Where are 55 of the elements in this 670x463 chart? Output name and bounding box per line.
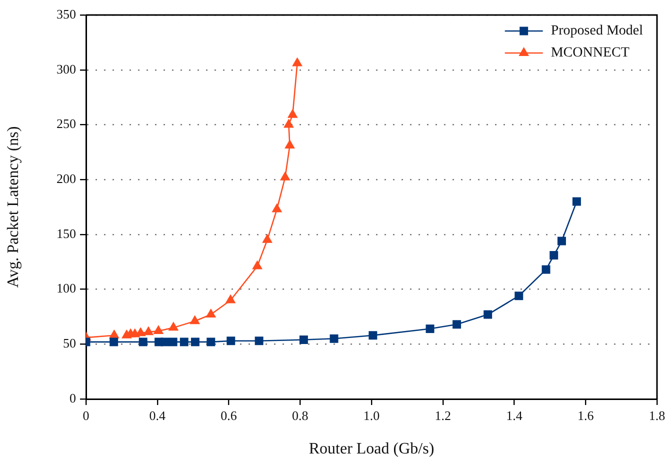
- y-tick-label: 100: [56, 280, 76, 296]
- point: [190, 338, 200, 346]
- point: [262, 234, 272, 243]
- point: [153, 324, 164, 334]
- x-axis-title: Router Load (Gb/s): [308, 440, 434, 458]
- x-tick-label: 0: [82, 408, 90, 424]
- point: [190, 315, 200, 324]
- y-tick-label: 200: [56, 170, 76, 186]
- point: [299, 336, 308, 344]
- y-tick-label: 0: [70, 390, 76, 406]
- x-tick-label: 1.0: [363, 408, 380, 424]
- point: [284, 140, 295, 149]
- x-tick-label: 0.6: [220, 408, 238, 424]
- point: [160, 338, 170, 346]
- point: [557, 236, 566, 246]
- point: [206, 308, 216, 318]
- point: [284, 118, 294, 128]
- point: [168, 322, 179, 331]
- point: [330, 334, 338, 343]
- point: [572, 197, 581, 206]
- point: [484, 310, 492, 319]
- x-tick-label: 1.8: [648, 408, 666, 424]
- point: [368, 331, 378, 340]
- point: [287, 108, 298, 118]
- x-tick-label: 1.2: [434, 408, 451, 424]
- point: [110, 338, 118, 346]
- point: [168, 338, 178, 346]
- point: [550, 251, 558, 260]
- y-tick-label: 300: [56, 61, 76, 76]
- legend-label: Proposed Model: [550, 24, 644, 39]
- point: [542, 265, 550, 274]
- point: [426, 324, 434, 334]
- y-tick-label: 350: [56, 6, 76, 22]
- point: [280, 171, 290, 180]
- point: [252, 260, 262, 270]
- y-tick-label: 150: [56, 226, 76, 241]
- y-tick-label: 250: [56, 116, 76, 132]
- point: [225, 294, 236, 304]
- point: [254, 336, 264, 346]
- x-tick-label: 1.4: [506, 408, 523, 424]
- point: [272, 203, 282, 212]
- y-tick-label: 50: [63, 336, 76, 351]
- point: [138, 338, 148, 346]
- x-tick-label: 0.8: [292, 408, 308, 424]
- point: [452, 320, 462, 329]
- y-axis-title: Avg. Packet Latency (ns): [4, 126, 22, 288]
- point: [180, 338, 188, 346]
- point: [292, 57, 302, 66]
- point: [206, 338, 216, 346]
- legend-label: MCONNECT: [550, 46, 630, 61]
- point: [143, 326, 154, 336]
- point: [226, 336, 236, 346]
- x-tick-label: 1.6: [578, 408, 594, 424]
- point: [514, 292, 524, 300]
- x-tick-label: 0.4: [149, 408, 166, 424]
